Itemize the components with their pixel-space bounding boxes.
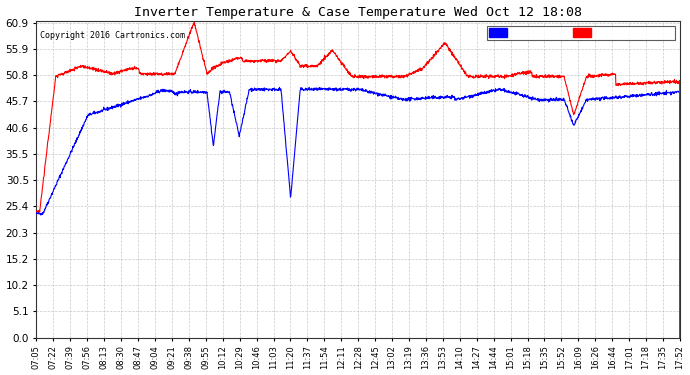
Legend: Case  (°C), Inverter  (°C): Case (°C), Inverter (°C) [487,26,676,40]
Text: Copyright 2016 Cartronics.com: Copyright 2016 Cartronics.com [39,31,185,40]
Title: Inverter Temperature & Case Temperature Wed Oct 12 18:08: Inverter Temperature & Case Temperature … [134,6,582,18]
